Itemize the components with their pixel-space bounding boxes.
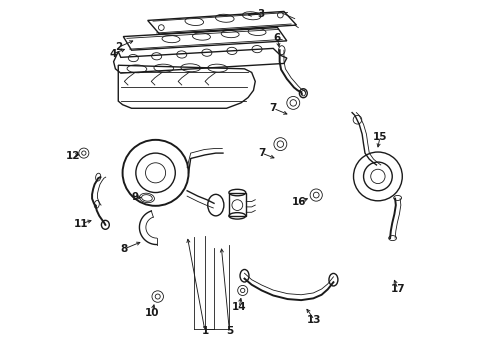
Text: 6: 6 bbox=[273, 33, 281, 43]
Text: 4: 4 bbox=[109, 49, 116, 59]
Text: 15: 15 bbox=[372, 132, 386, 142]
Text: 2: 2 bbox=[114, 42, 122, 52]
Text: 3: 3 bbox=[257, 9, 264, 19]
Text: 7: 7 bbox=[258, 148, 265, 158]
Text: 5: 5 bbox=[225, 326, 233, 336]
Text: 7: 7 bbox=[269, 103, 276, 113]
Text: 12: 12 bbox=[66, 150, 80, 161]
Text: 16: 16 bbox=[291, 197, 305, 207]
Text: 11: 11 bbox=[74, 219, 88, 229]
Text: 17: 17 bbox=[390, 284, 405, 294]
Text: 9: 9 bbox=[132, 192, 139, 202]
Text: 14: 14 bbox=[231, 302, 246, 312]
Text: 13: 13 bbox=[306, 315, 321, 325]
Text: 1: 1 bbox=[201, 326, 208, 336]
Text: 8: 8 bbox=[121, 244, 128, 254]
Text: 10: 10 bbox=[144, 309, 159, 318]
